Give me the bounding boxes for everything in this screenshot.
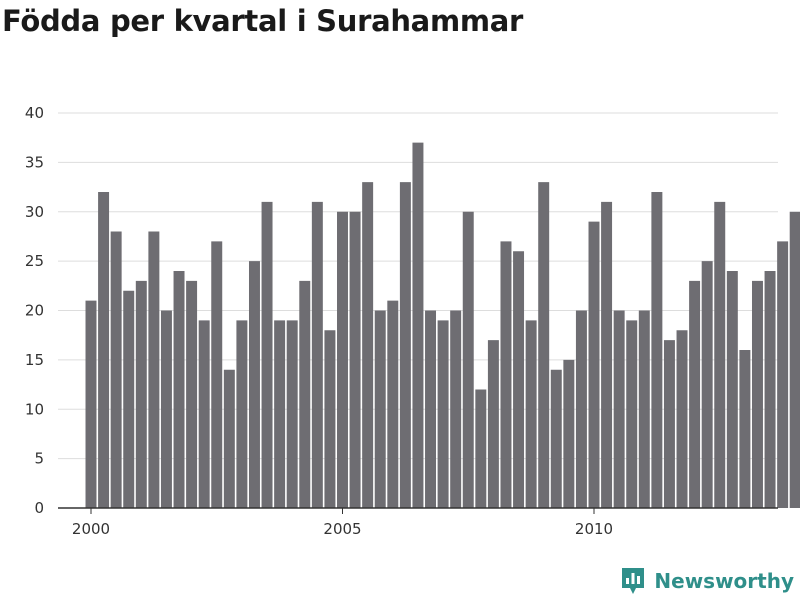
bar — [651, 192, 663, 508]
y-tick-label: 0 — [34, 499, 44, 517]
bar — [248, 261, 260, 509]
bar — [85, 300, 97, 509]
bar — [563, 359, 575, 509]
bar — [513, 251, 525, 508]
y-tick-label: 5 — [34, 450, 44, 468]
bar — [676, 330, 688, 508]
bar — [425, 310, 437, 508]
bar — [588, 221, 600, 509]
bar — [663, 340, 675, 509]
bar — [198, 320, 210, 509]
bar — [487, 340, 499, 509]
y-tick-label: 25 — [25, 252, 44, 270]
brand-name: Newsworthy — [654, 569, 794, 593]
bar — [135, 280, 147, 509]
bars — [85, 142, 800, 509]
bar — [789, 211, 800, 508]
bar — [701, 261, 713, 509]
bar — [764, 271, 776, 508]
y-tick-label: 40 — [25, 104, 44, 122]
bar — [613, 310, 625, 508]
bar — [286, 320, 298, 509]
chart-title: Födda per kvartal i Surahammar — [2, 4, 524, 38]
bar — [274, 320, 286, 509]
bar — [462, 211, 474, 508]
bar — [399, 182, 411, 509]
bar — [337, 211, 348, 508]
y-tick-label: 35 — [25, 153, 44, 171]
bar — [148, 231, 160, 508]
bar — [98, 192, 110, 508]
y-tick-label: 30 — [25, 203, 44, 221]
bar — [475, 389, 487, 508]
y-tick-label: 20 — [25, 302, 44, 320]
bar — [714, 201, 726, 509]
bar — [689, 280, 701, 509]
bar — [638, 310, 650, 508]
bar — [626, 320, 638, 509]
x-tick-label: 2000 — [72, 520, 110, 538]
bar — [387, 300, 399, 509]
bar — [349, 211, 361, 508]
bar — [550, 369, 562, 508]
bar — [777, 241, 789, 509]
bar — [223, 369, 235, 508]
x-tick-label: 2010 — [575, 520, 613, 538]
bar — [236, 320, 248, 509]
y-tick-label: 15 — [25, 351, 44, 369]
bar — [160, 310, 172, 508]
bar — [311, 201, 323, 509]
bar — [726, 271, 738, 508]
x-axis-ticks: 200020052010201520202025 — [72, 508, 613, 538]
bar — [525, 320, 537, 509]
bar — [261, 201, 273, 509]
bar — [575, 310, 587, 508]
bar — [500, 241, 512, 509]
bar — [211, 241, 223, 509]
bar — [751, 280, 763, 509]
bar — [362, 182, 374, 509]
bar — [110, 231, 122, 508]
bar — [374, 310, 386, 508]
bar — [739, 350, 751, 508]
bar — [186, 280, 198, 509]
bar — [538, 182, 550, 509]
bar — [324, 330, 336, 508]
newsworthy-brand: Newsworthy — [620, 566, 794, 596]
bar — [450, 310, 462, 508]
bar — [412, 142, 424, 509]
x-tick-label: 2005 — [323, 520, 361, 538]
bar — [299, 280, 311, 509]
bar — [437, 320, 449, 509]
y-tick-label: 10 — [25, 400, 44, 418]
bar — [173, 271, 185, 508]
newsworthy-logo-icon — [622, 568, 645, 594]
bar — [601, 201, 613, 509]
y-axis-ticks: 0 5 10 15 20 25 30 35 40 — [25, 104, 44, 517]
bar — [123, 290, 135, 508]
